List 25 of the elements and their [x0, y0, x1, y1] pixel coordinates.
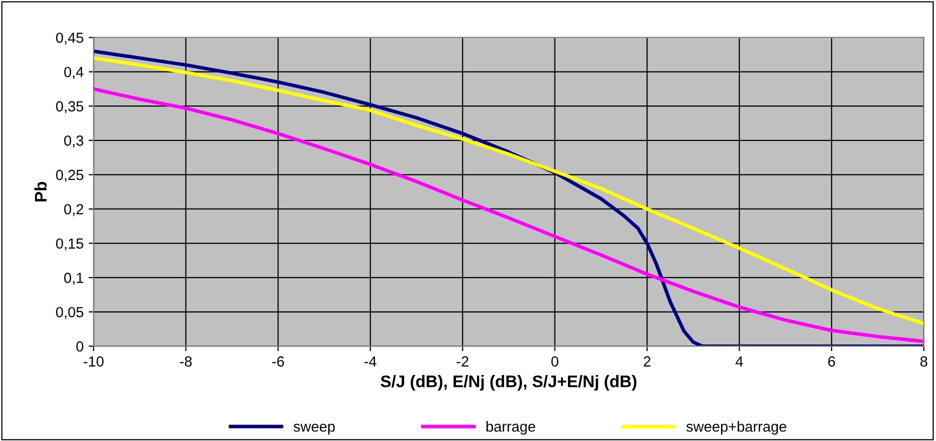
x-tick-label: -4: [364, 356, 376, 366]
legend-label: sweep+barrage: [686, 421, 786, 435]
y-tick-label: 0,4: [64, 66, 84, 79]
y-tick-label: 0,25: [56, 170, 84, 182]
x-tick-label: 4: [736, 356, 743, 366]
x-tick-label: 8: [920, 356, 928, 367]
y-tick-label: 0,1: [64, 272, 84, 285]
y-tick-label: 0,05: [56, 306, 84, 320]
x-tick-label: -6: [272, 356, 284, 367]
x-tick-label: 0: [551, 356, 558, 367]
x-axis-title: S/J (dB), E/Nj (dB), S/J+E/Nj (dB): [380, 375, 636, 391]
y-tick-label: 0,15: [56, 238, 84, 250]
y-tick-label: 0,2: [64, 204, 84, 216]
y-tick-label: 0,35: [56, 101, 84, 114]
y-axis-title: Pb: [34, 182, 47, 202]
x-tick-label: -2: [456, 356, 468, 366]
x-tick-label: 2: [644, 356, 650, 366]
legend-label: barrage: [486, 421, 536, 435]
y-tick-label: 0,45: [56, 32, 84, 45]
x-tick-label: -8: [180, 356, 192, 367]
x-tick-label: 6: [828, 356, 835, 367]
legend-label: sweep: [294, 424, 335, 435]
x-tick-label: -10: [84, 356, 104, 367]
y-tick-label: 0: [76, 341, 84, 352]
y-tick-label: 0,3: [64, 135, 84, 148]
